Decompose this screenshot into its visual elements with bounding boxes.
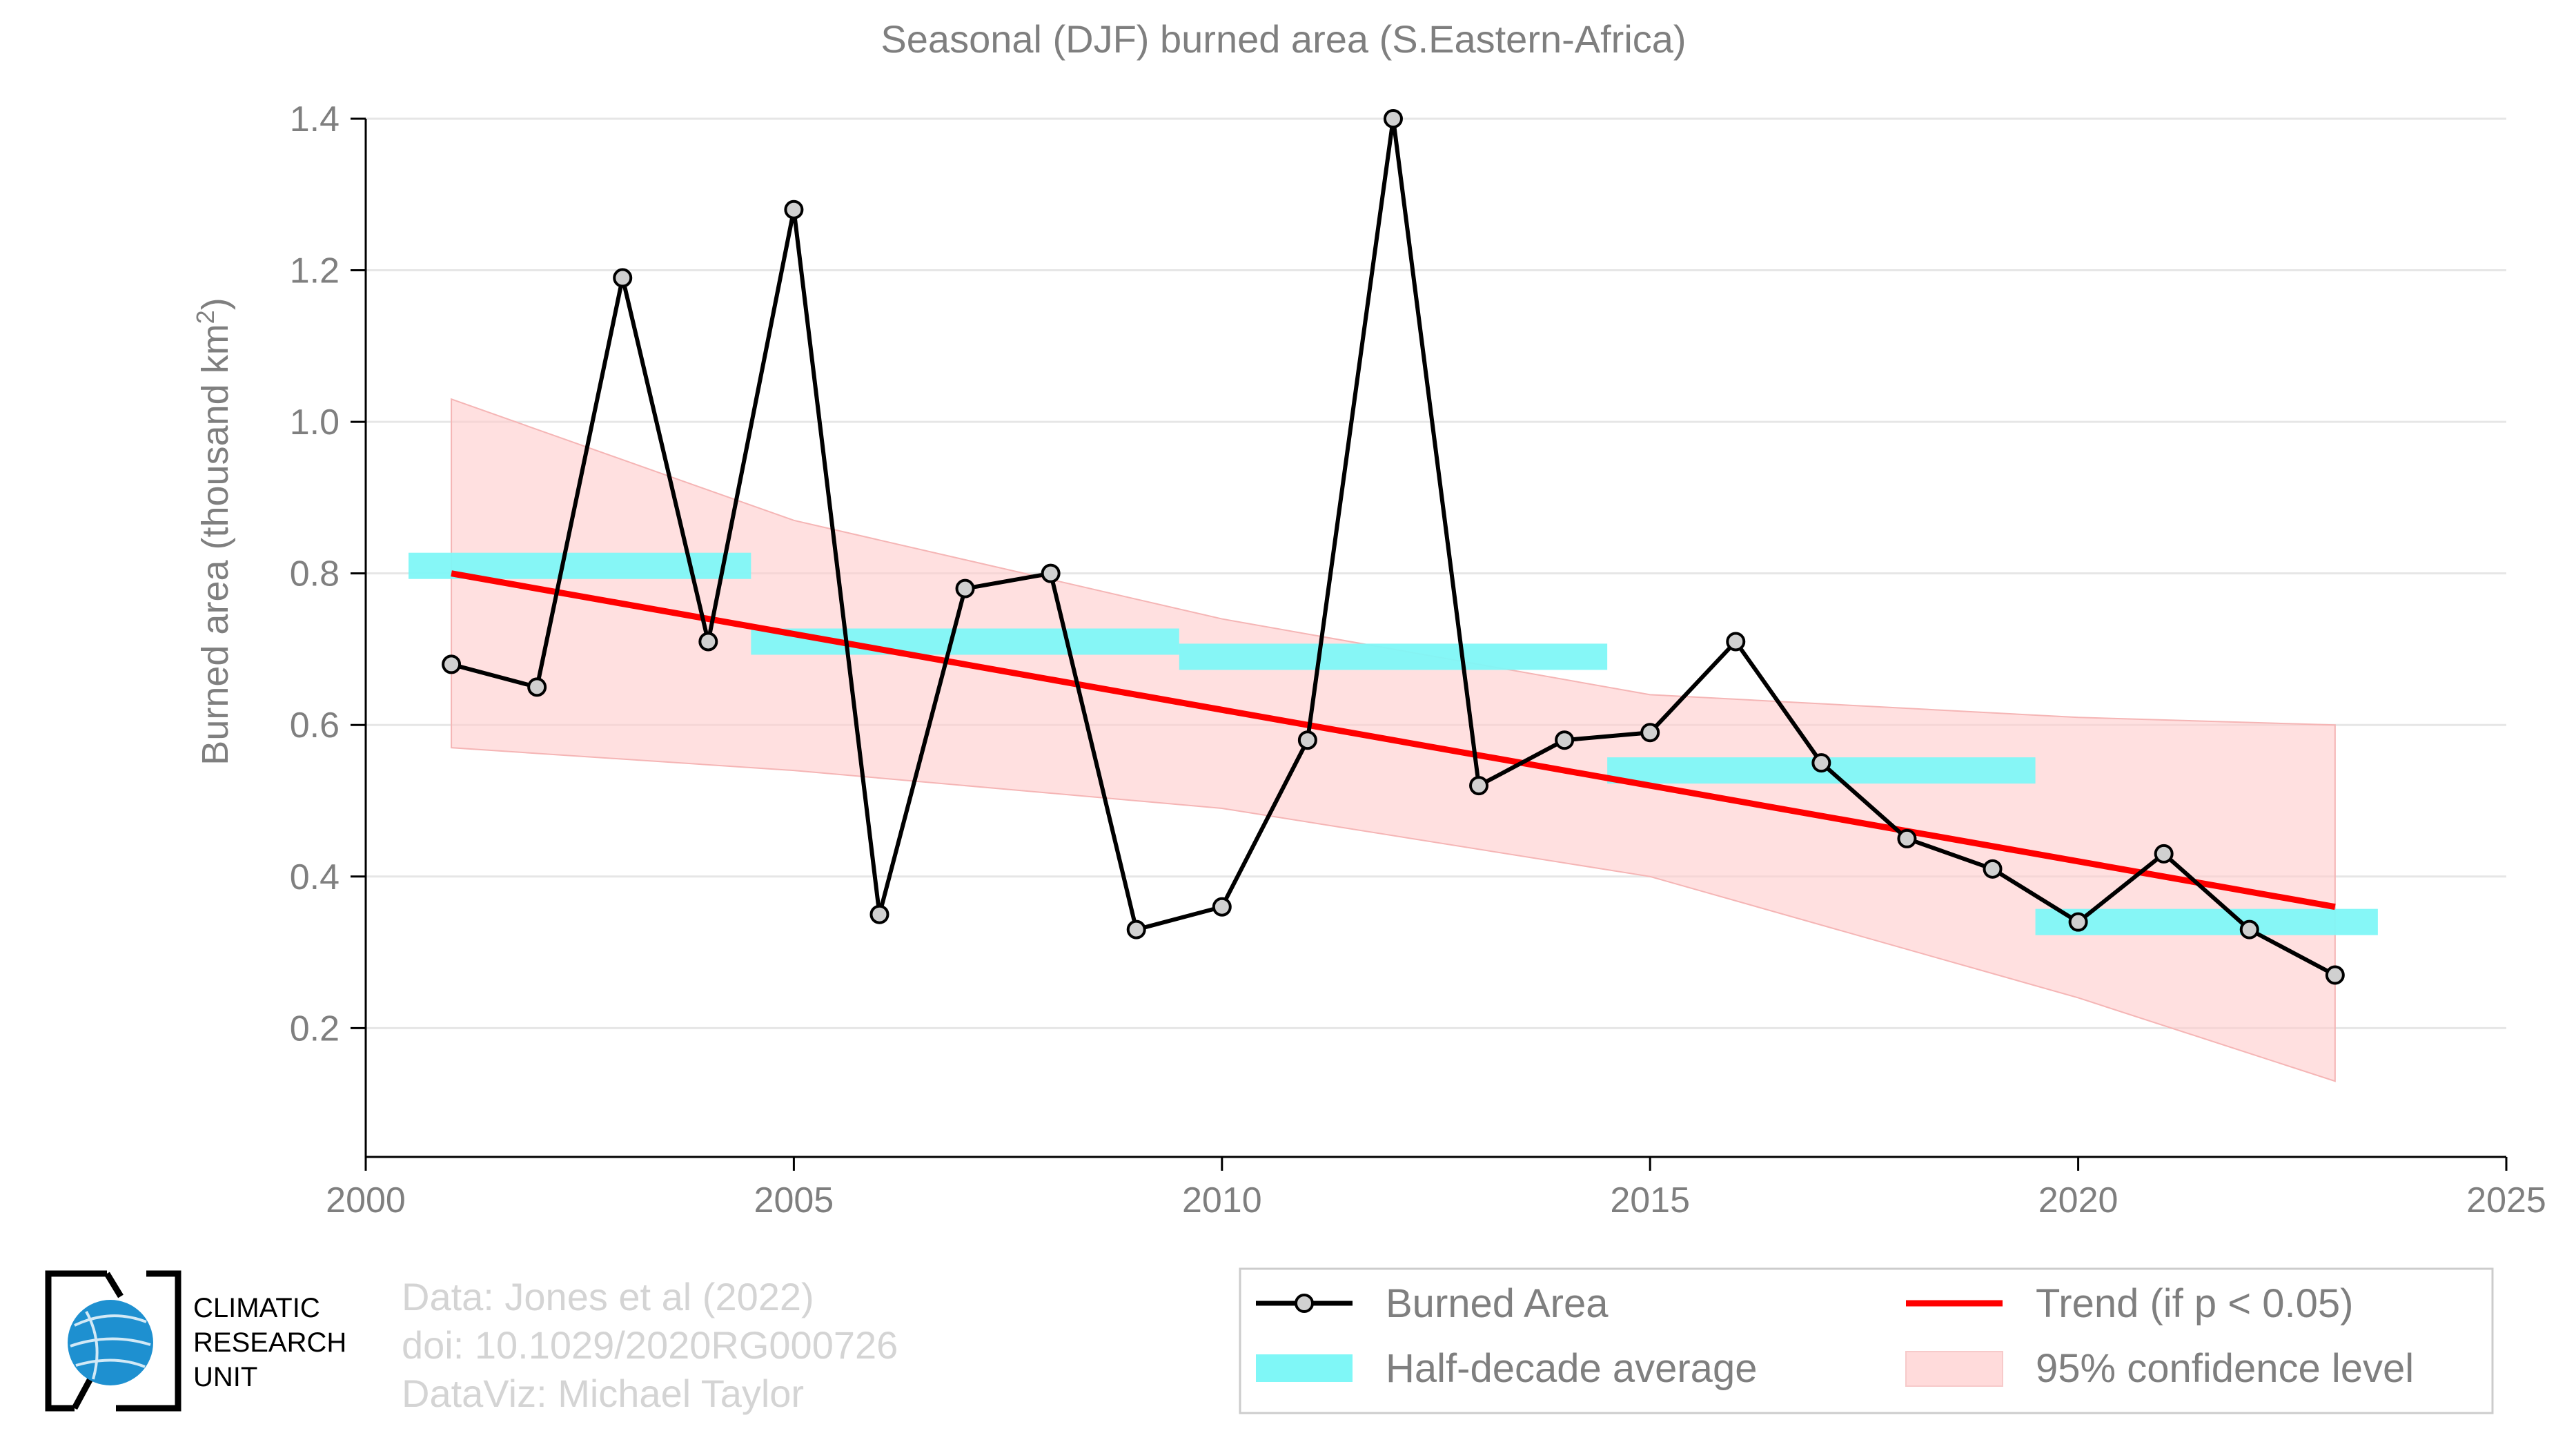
burned-area-point (442, 654, 462, 674)
legend-trend-label: Trend (if p < 0.05) (2036, 1281, 2353, 1326)
credit-dataviz: DataViz: Michael Taylor (402, 1372, 804, 1415)
burned-area-point (1811, 753, 1831, 773)
x-tick-label: 2025 (2466, 1180, 2546, 1220)
credit-doi: doi: 10.1029/2020RG000726 (402, 1323, 898, 1367)
half-decade-bar (1179, 643, 1608, 670)
y-tick-label: 0.8 (290, 554, 340, 594)
chart-title: Seasonal (DJF) burned area (S.Eastern-Af… (881, 17, 1686, 61)
burned-area-point (1383, 109, 1403, 128)
logo-line-2: RESEARCH (193, 1327, 346, 1358)
trend-line (451, 570, 2336, 910)
burned-area-point (1469, 776, 1489, 796)
globe-lines-icon (70, 1311, 151, 1380)
burned-area-point (2068, 912, 2088, 932)
burned-area-point (784, 199, 804, 220)
y-tick-label: 0.4 (290, 857, 340, 897)
legend-half-decade-label: Half-decade average (1386, 1346, 1757, 1391)
burned-area-point (2239, 919, 2259, 939)
half-decade-bar (751, 628, 1179, 655)
burned-area-point (1041, 563, 1061, 583)
logo-line-1: CLIMATIC (193, 1293, 320, 1323)
burned-area-point (1640, 723, 1660, 743)
y-tick-label: 1.0 (290, 402, 340, 442)
burned-area-point (1212, 897, 1232, 917)
legend-half-decade-swatch-icon (1256, 1354, 1353, 1382)
x-tick-label: 2020 (2038, 1180, 2118, 1220)
y-tick-label: 1.2 (290, 251, 340, 291)
burned-area-point (1983, 859, 2003, 879)
y-axis-label: Burned area (thousand km2) (191, 298, 236, 765)
y-tick-label: 0.6 (290, 705, 340, 746)
burned-area-point (1726, 632, 1746, 652)
legend-burned-area-label: Burned Area (1386, 1281, 1609, 1326)
burned-area-point (2154, 844, 2174, 864)
legend-box (1239, 1267, 2494, 1414)
y-tick-label: 0.2 (290, 1009, 340, 1049)
axes: 0.2 0.4 0.6 0.8 1.0 1.2 1.4 2000 2005 2010 2015 202… (290, 99, 2546, 1220)
legend-confidence-label: 95% confidence level (2036, 1346, 2414, 1391)
burned-area-point (613, 268, 633, 288)
legend: Burned Area Half-decade average Trend (i… (1239, 1267, 2494, 1414)
burned-area-point (1297, 730, 1317, 750)
burned-area-layer (442, 109, 2345, 985)
burned-area-point (1897, 828, 1917, 848)
cru-logo: CLIMATIC RESEARCH UNIT (45, 1270, 346, 1412)
legend-confidence-swatch-icon (1905, 1351, 2003, 1387)
burned-area-point (698, 632, 718, 652)
burned-area-point (527, 677, 547, 697)
logo-line-3: UNIT (193, 1362, 257, 1392)
x-tick-label: 2000 (326, 1180, 406, 1220)
burned-area-point (869, 904, 889, 924)
burned-area-point (2325, 965, 2345, 985)
trend-layer (451, 570, 2336, 910)
burned-area-point (1126, 919, 1146, 939)
burned-area-point (1555, 730, 1575, 750)
x-tick-label: 2015 (1610, 1180, 1690, 1220)
logo-slash-top-icon (104, 1272, 124, 1298)
burned-area-point (955, 578, 975, 598)
x-tick-label: 2010 (1182, 1180, 1262, 1220)
logo-bracket-left-icon (45, 1270, 107, 1412)
y-tick-label: 1.4 (290, 99, 340, 139)
x-tick-label: 2005 (754, 1180, 834, 1220)
credit-data: Data: Jones et al (2022) (402, 1275, 814, 1318)
legend-burned-area-marker-icon (1295, 1294, 1314, 1313)
logo-bracket-right-icon (116, 1270, 181, 1412)
